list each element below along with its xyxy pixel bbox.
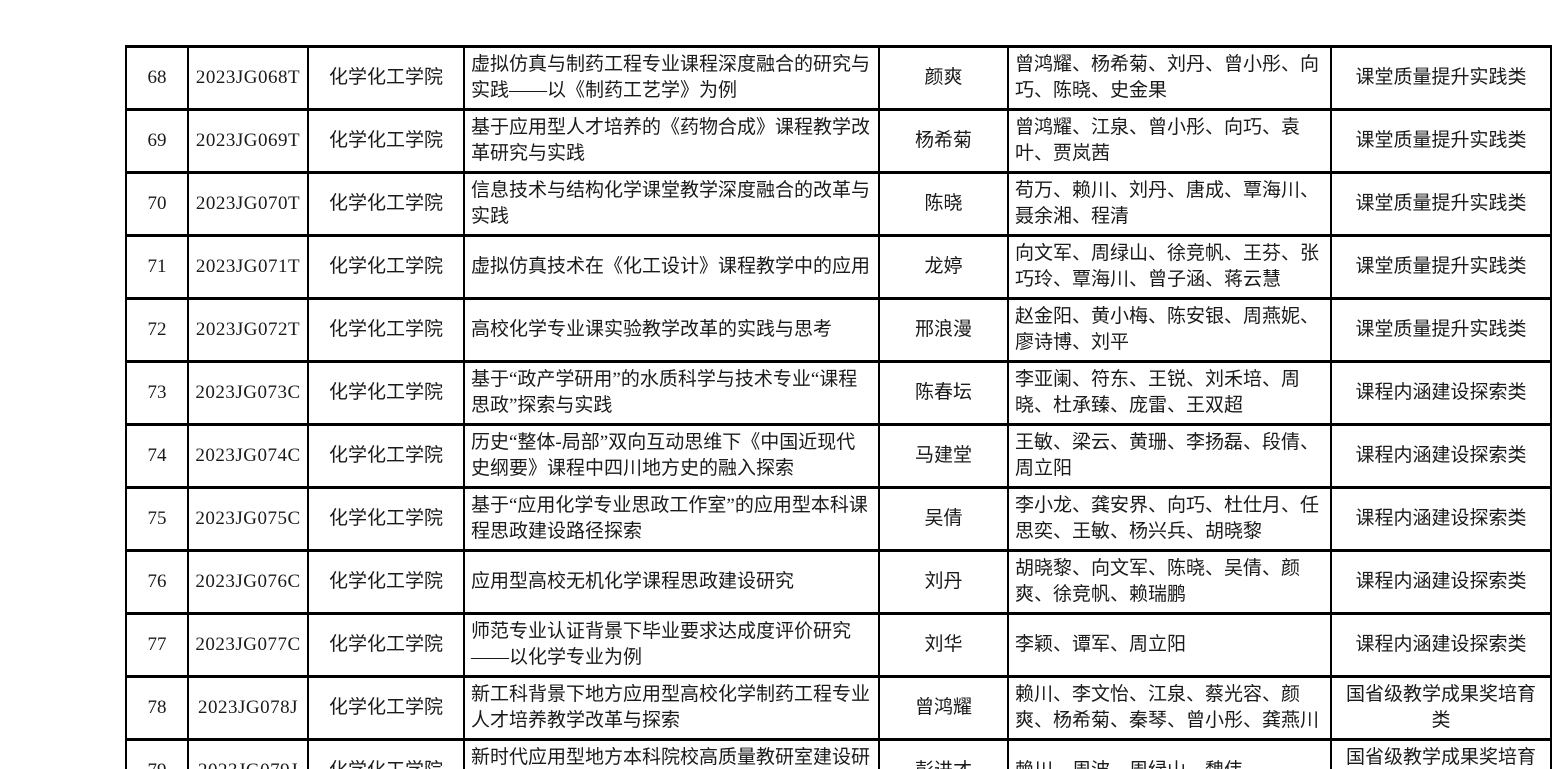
- cell-title: 新工科背景下地方应用型高校化学制药工程专业人才培养教学改革与探索: [463, 675, 880, 741]
- cell-college: 化学化工学院: [307, 297, 465, 363]
- cell-row-number: 75: [125, 486, 189, 552]
- cell-project-id: 2023JG069T: [187, 108, 309, 174]
- cell-row-number: 77: [125, 612, 189, 678]
- cell-members: 李亚阑、符东、王锐、刘禾培、周晓、杜承臻、庞雷、王双超: [1007, 360, 1332, 426]
- table-row: 78 2023JG078J 化学化工学院 新工科背景下地方应用型高校化学制药工程…: [125, 675, 1552, 741]
- cell-title: 高校化学专业课实验教学改革的实践与思考: [463, 297, 880, 363]
- cell-category: 课程内涵建设探索类: [1330, 486, 1552, 552]
- cell-college: 化学化工学院: [307, 486, 465, 552]
- cell-row-number: 73: [125, 360, 189, 426]
- cell-row-number: 76: [125, 549, 189, 615]
- cell-leader: 龙婷: [878, 234, 1009, 300]
- cell-members: 王敏、梁云、黄珊、李扬磊、段倩、周立阳: [1007, 423, 1332, 489]
- cell-leader: 颜爽: [878, 45, 1009, 111]
- cell-leader: 刘华: [878, 612, 1009, 678]
- cell-leader: 彭进才: [878, 738, 1009, 769]
- table-row: 68 2023JG068T 化学化工学院 虚拟仿真与制药工程专业课程深度融合的研…: [125, 45, 1552, 111]
- table-row: 72 2023JG072T 化学化工学院 高校化学专业课实验教学改革的实践与思考…: [125, 297, 1552, 363]
- cell-category: 课程内涵建设探索类: [1330, 423, 1552, 489]
- table-body: 68 2023JG068T 化学化工学院 虚拟仿真与制药工程专业课程深度融合的研…: [125, 45, 1552, 769]
- cell-title: 应用型高校无机化学课程思政建设研究: [463, 549, 880, 615]
- cell-category: 课堂质量提升实践类: [1330, 108, 1552, 174]
- cell-title: 基于应用型人才培养的《药物合成》课程教学改革研究与实践: [463, 108, 880, 174]
- cell-leader: 陈春坛: [878, 360, 1009, 426]
- cell-row-number: 71: [125, 234, 189, 300]
- cell-category: 课堂质量提升实践类: [1330, 171, 1552, 237]
- cell-project-id: 2023JG078J: [187, 675, 309, 741]
- cell-members: 赵金阳、黄小梅、陈安银、周燕妮、廖诗博、刘平: [1007, 297, 1332, 363]
- cell-category: 课堂质量提升实践类: [1330, 234, 1552, 300]
- cell-title: 基于“应用化学专业思政工作室”的应用型本科课程思政建设路径探索: [463, 486, 880, 552]
- cell-college: 化学化工学院: [307, 549, 465, 615]
- table-row: 73 2023JG073C 化学化工学院 基于“政产学研用”的水质科学与技术专业…: [125, 360, 1552, 426]
- cell-row-number: 79: [125, 738, 189, 769]
- cell-college: 化学化工学院: [307, 45, 465, 111]
- cell-members: 曾鸿耀、杨希菊、刘丹、曾小彤、向巧、陈晓、史金果: [1007, 45, 1332, 111]
- cell-members: 胡晓黎、向文军、陈晓、吴倩、颜爽、徐竞帆、赖瑞鹏: [1007, 549, 1332, 615]
- cell-members: 李颖、谭军、周立阳: [1007, 612, 1332, 678]
- table-row: 75 2023JG075C 化学化工学院 基于“应用化学专业思政工作室”的应用型…: [125, 486, 1552, 552]
- cell-leader: 刘丹: [878, 549, 1009, 615]
- cell-project-id: 2023JG075C: [187, 486, 309, 552]
- cell-title: 虚拟仿真技术在《化工设计》课程教学中的应用: [463, 234, 880, 300]
- cell-category: 课堂质量提升实践类: [1330, 297, 1552, 363]
- cell-leader: 邢浪漫: [878, 297, 1009, 363]
- cell-row-number: 68: [125, 45, 189, 111]
- cell-project-id: 2023JG073C: [187, 360, 309, 426]
- cell-category: 课堂质量提升实践类: [1330, 45, 1552, 111]
- cell-category: 课程内涵建设探索类: [1330, 549, 1552, 615]
- table-row: 69 2023JG069T 化学化工学院 基于应用型人才培养的《药物合成》课程教…: [125, 108, 1552, 174]
- cell-project-id: 2023JG070T: [187, 171, 309, 237]
- cell-college: 化学化工学院: [307, 675, 465, 741]
- cell-title: 历史“整体-局部”双向互动思维下《中国近现代史纲要》课程中四川地方史的融入探索: [463, 423, 880, 489]
- cell-project-id: 2023JG068T: [187, 45, 309, 111]
- cell-members: 向文军、周绿山、徐竞帆、王芬、张巧玲、覃海川、曾子涵、蒋云慧: [1007, 234, 1332, 300]
- table-row: 71 2023JG071T 化学化工学院 虚拟仿真技术在《化工设计》课程教学中的…: [125, 234, 1552, 300]
- cell-leader: 马建堂: [878, 423, 1009, 489]
- cell-college: 化学化工学院: [307, 108, 465, 174]
- cell-row-number: 72: [125, 297, 189, 363]
- table-row: 79 2023JG079J 化学化工学院 新时代应用型地方本科院校高质量教研室建…: [125, 738, 1552, 769]
- cell-project-id: 2023JG071T: [187, 234, 309, 300]
- cell-project-id: 2023JG079J: [187, 738, 309, 769]
- cell-title: 新时代应用型地方本科院校高质量教研室建设研究: [463, 738, 880, 769]
- cell-title: 基于“政产学研用”的水质科学与技术专业“课程思政”探索与实践: [463, 360, 880, 426]
- cell-title: 虚拟仿真与制药工程专业课程深度融合的研究与实践——以《制药工艺学》为例: [463, 45, 880, 111]
- cell-row-number: 78: [125, 675, 189, 741]
- cell-category: 课程内涵建设探索类: [1330, 612, 1552, 678]
- cell-category: 课程内涵建设探索类: [1330, 360, 1552, 426]
- cell-leader: 吴倩: [878, 486, 1009, 552]
- cell-college: 化学化工学院: [307, 234, 465, 300]
- cell-college: 化学化工学院: [307, 360, 465, 426]
- cell-members: 曾鸿耀、江泉、曾小彤、向巧、袁叶、贾岚茜: [1007, 108, 1332, 174]
- cell-college: 化学化工学院: [307, 171, 465, 237]
- cell-category: 国省级教学成果奖培育类: [1330, 675, 1552, 741]
- cell-project-id: 2023JG077C: [187, 612, 309, 678]
- cell-row-number: 70: [125, 171, 189, 237]
- cell-title: 师范专业认证背景下毕业要求达成度评价研究——以化学专业为例: [463, 612, 880, 678]
- cell-college: 化学化工学院: [307, 738, 465, 769]
- table-row: 74 2023JG074C 化学化工学院 历史“整体-局部”双向互动思维下《中国…: [125, 423, 1552, 489]
- cell-members: 李小龙、龚安界、向巧、杜仕月、任思奕、王敏、杨兴兵、胡晓黎: [1007, 486, 1332, 552]
- cell-leader: 杨希菊: [878, 108, 1009, 174]
- cell-college: 化学化工学院: [307, 423, 465, 489]
- cell-leader: 曾鸿耀: [878, 675, 1009, 741]
- cell-leader: 陈晓: [878, 171, 1009, 237]
- cell-row-number: 69: [125, 108, 189, 174]
- cell-row-number: 74: [125, 423, 189, 489]
- cell-project-id: 2023JG076C: [187, 549, 309, 615]
- cell-title: 信息技术与结构化学课堂教学深度融合的改革与实践: [463, 171, 880, 237]
- table-row: 70 2023JG070T 化学化工学院 信息技术与结构化学课堂教学深度融合的改…: [125, 171, 1552, 237]
- table-row: 76 2023JG076C 化学化工学院 应用型高校无机化学课程思政建设研究 刘…: [125, 549, 1552, 615]
- cell-members: 赖川、李文怡、江泉、蔡光容、颜爽、杨希菊、秦琴、曾小彤、龚燕川: [1007, 675, 1332, 741]
- cell-project-id: 2023JG072T: [187, 297, 309, 363]
- cell-college: 化学化工学院: [307, 612, 465, 678]
- cell-members: 赖川、周波、周绿山、魏伟: [1007, 738, 1332, 769]
- cell-members: 苟万、赖川、刘丹、唐成、覃海川、聂余湘、程清: [1007, 171, 1332, 237]
- cell-project-id: 2023JG074C: [187, 423, 309, 489]
- projects-table: 68 2023JG068T 化学化工学院 虚拟仿真与制药工程专业课程深度融合的研…: [125, 45, 1552, 769]
- table-row: 77 2023JG077C 化学化工学院 师范专业认证背景下毕业要求达成度评价研…: [125, 612, 1552, 678]
- cell-category: 国省级教学成果奖培育类: [1330, 738, 1552, 769]
